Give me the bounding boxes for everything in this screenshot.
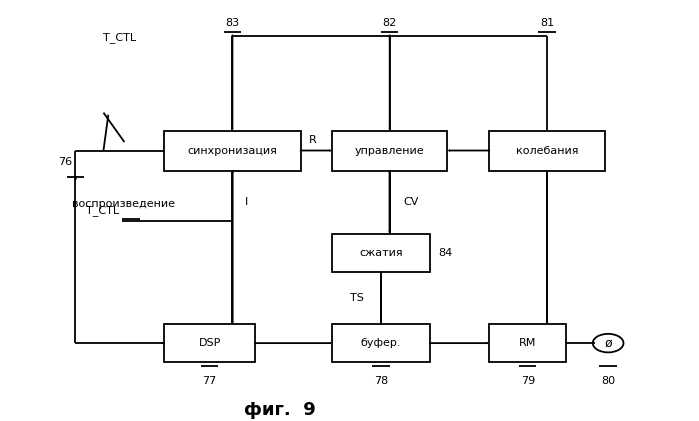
Text: R: R [309, 135, 317, 145]
Text: T_CTL: T_CTL [103, 32, 136, 43]
Text: управление: управление [355, 146, 424, 155]
Text: сжатия: сжатия [359, 248, 403, 258]
FancyBboxPatch shape [489, 131, 605, 171]
Text: буфер.: буфер. [361, 338, 401, 348]
Text: CV: CV [404, 197, 419, 207]
Text: 77: 77 [203, 376, 217, 386]
FancyBboxPatch shape [164, 324, 255, 362]
FancyBboxPatch shape [332, 234, 430, 272]
Text: воспроизведение: воспроизведение [72, 199, 175, 209]
Text: синхронизация: синхронизация [187, 146, 278, 155]
Text: DSP: DSP [199, 338, 221, 348]
Text: ø: ø [605, 337, 612, 349]
Text: 80: 80 [601, 376, 615, 386]
FancyBboxPatch shape [332, 131, 447, 171]
Text: 83: 83 [225, 18, 240, 28]
Text: TS: TS [350, 293, 363, 303]
Text: 76: 76 [58, 157, 72, 167]
Text: 84: 84 [438, 248, 452, 258]
Text: фиг.  9: фиг. 9 [244, 402, 315, 419]
Text: I: I [245, 197, 248, 207]
Text: колебания: колебания [516, 146, 578, 155]
Text: T_CTL: T_CTL [86, 205, 119, 216]
Text: 81: 81 [540, 18, 554, 28]
Text: 79: 79 [521, 376, 535, 386]
Text: 82: 82 [382, 18, 397, 28]
Text: RM: RM [519, 338, 536, 348]
Text: 78: 78 [374, 376, 388, 386]
FancyBboxPatch shape [332, 324, 430, 362]
FancyBboxPatch shape [164, 131, 301, 171]
FancyBboxPatch shape [489, 324, 566, 362]
